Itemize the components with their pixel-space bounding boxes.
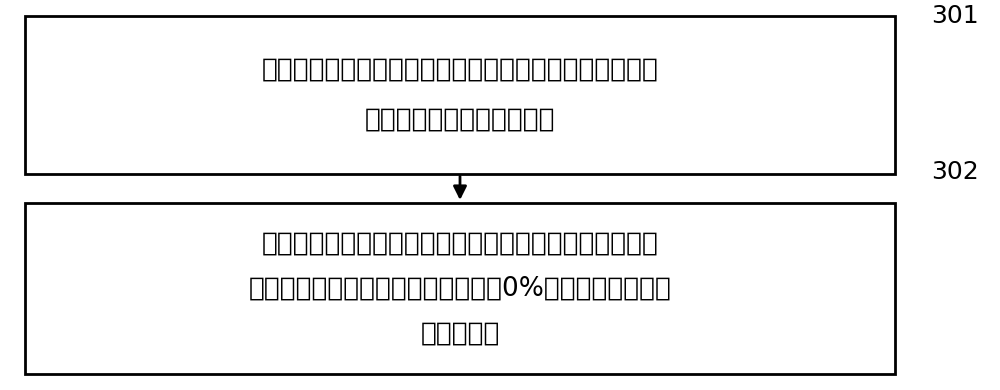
Text: 期望加速度: 期望加速度 bbox=[420, 321, 500, 346]
FancyBboxPatch shape bbox=[25, 203, 895, 374]
Text: 计算不同车速下的道路阻力和滑行能量回收力之和，并与: 计算不同车速下的道路阻力和滑行能量回收力之和，并与 bbox=[262, 231, 658, 257]
Text: 302: 302 bbox=[931, 160, 979, 184]
FancyBboxPatch shape bbox=[25, 16, 895, 174]
Text: 同车速下的滑行能量回收力: 同车速下的滑行能量回收力 bbox=[365, 107, 555, 133]
Text: 301: 301 bbox=[931, 4, 979, 28]
Text: 基于车轮半径和不同车速下的滑行能量回收扭矩，计算不: 基于车轮半径和不同车速下的滑行能量回收扭矩，计算不 bbox=[262, 56, 658, 82]
Text: 整车质量作商，得到加速踏板开度为0%时，不同车速下的: 整车质量作商，得到加速踏板开度为0%时，不同车速下的 bbox=[249, 276, 671, 301]
